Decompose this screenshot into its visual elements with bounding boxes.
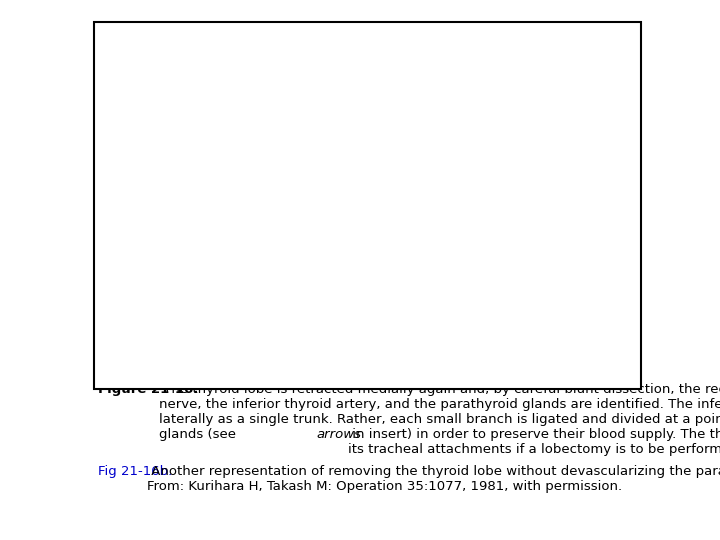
Text: Another representation of removing the thyroid lobe without devascularizing the : Another representation of removing the t… [147,465,720,493]
Polygon shape [525,50,607,149]
Text: Fig 21-16b.: Fig 21-16b. [99,465,173,478]
Bar [190,124,264,286]
Text: Figure 21-16.: Figure 21-16. [99,383,199,396]
Polygon shape [174,124,299,315]
Text: arrows: arrows [316,428,361,441]
Bar [378,29,435,381]
Text: in insert) in order to preserve their blood supply. The thyroid lobe can then be: in insert) in order to preserve their bl… [348,428,720,456]
Polygon shape [404,46,548,328]
Polygon shape [540,180,602,272]
Text: The thyroid lobe is retracted medially again and, by careful blunt dissection, t: The thyroid lobe is retracted medially a… [158,383,720,441]
Circle shape [570,271,588,295]
